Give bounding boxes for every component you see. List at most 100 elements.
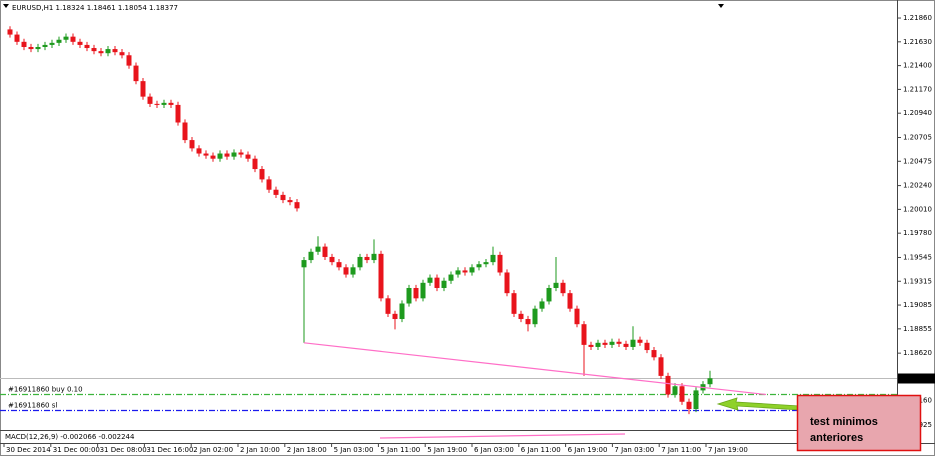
candle-body [231, 152, 237, 157]
candle-body [469, 267, 475, 273]
candle-body [301, 260, 307, 268]
candle-body [651, 350, 657, 358]
x-tick-label: 6 Jan 03:00 [474, 446, 514, 454]
y-tick-label: 1.21400 [903, 62, 932, 70]
candle-body [175, 104, 181, 123]
y-tick-label: 1.19545 [903, 253, 932, 261]
candle-body [161, 102, 167, 105]
candle-body [406, 287, 412, 304]
x-tick-label: 7 Jan 03:00 [614, 446, 654, 454]
candle-body [315, 246, 321, 252]
x-tick-label: 2 Jan 02:00 [193, 446, 233, 454]
order-level-label: #16911860 buy 0.10 [8, 386, 83, 394]
candle-body [357, 256, 363, 268]
candle-body [28, 46, 34, 50]
x-tick-label: 7 Jan 11:00 [661, 446, 701, 454]
candle-body [483, 262, 489, 265]
candle-body [693, 390, 699, 410]
x-tick-label: 6 Jan 11:00 [521, 446, 561, 454]
y-tick-label: 1.20475 [903, 157, 932, 165]
y-tick-label: 1.21860 [903, 14, 932, 22]
x-tick-label: 2 Jan 10:00 [240, 446, 280, 454]
chart-header: EURUSD,H1 1.18324 1.18461 1.18054 1.1837… [12, 4, 178, 12]
candle-body [560, 282, 566, 294]
candle-body [168, 102, 174, 105]
x-tick-label: 31 Dec 00:00 [53, 446, 100, 454]
candle-body [644, 342, 650, 351]
x-tick-label: 5 Jan 11:00 [380, 446, 420, 454]
candle-body [343, 267, 349, 275]
candle-body [14, 34, 20, 42]
candle-body [588, 344, 594, 347]
candle-body [63, 36, 69, 40]
y-tick-label: 1.21630 [903, 38, 932, 46]
indicator-label: MACD(12,26,9) -0.002066 -0.002244 [5, 433, 135, 441]
candle-body [595, 342, 601, 347]
annotation-line: anteriores [810, 432, 863, 444]
candle-body [434, 277, 440, 288]
y-tick-label: 1.20010 [903, 205, 932, 213]
candle-body [49, 42, 55, 45]
x-tick-label: 31 Dec 16:00 [146, 446, 193, 454]
candle-body [196, 148, 202, 154]
candle-body [672, 386, 678, 395]
candle-body [252, 158, 258, 170]
order-level-label: #16911860 sl [8, 402, 57, 410]
candle-body [84, 44, 90, 49]
candle-body [147, 96, 153, 104]
candle-body [329, 256, 335, 263]
candle-body [413, 287, 419, 299]
candle-body [364, 256, 370, 261]
x-tick-label: 5 Jan 03:00 [334, 446, 374, 454]
candle-body [427, 277, 433, 283]
candle-body [686, 401, 692, 410]
candle-body [224, 153, 230, 157]
candle-body [42, 44, 48, 47]
x-tick-label: 30 Dec 2014 [6, 446, 51, 454]
x-tick-label: 7 Jan 19:00 [708, 446, 748, 454]
candle-body [238, 152, 244, 155]
candle-body [539, 301, 545, 309]
candle-body [511, 293, 517, 314]
y-tick-label: 1.19780 [903, 229, 932, 237]
candle-body [399, 303, 405, 320]
candle-body [378, 253, 384, 299]
x-tick-label: 5 Jan 19:00 [427, 446, 467, 454]
candle-body [287, 200, 293, 203]
candle-body [112, 49, 118, 53]
candle-body [336, 262, 342, 268]
candle-body [490, 254, 496, 263]
annotation-box [796, 394, 922, 452]
candle-body [105, 49, 111, 54]
y-tick-label: 1.20705 [903, 133, 932, 141]
candle-body [322, 246, 328, 257]
y-tick-label: 1.21170 [903, 85, 932, 93]
candle-body [259, 169, 265, 180]
candle-body [441, 280, 447, 288]
candle-body [203, 153, 209, 156]
candle-body [609, 341, 615, 345]
y-tick-label: 1.20940 [903, 109, 932, 117]
candle-body [602, 342, 608, 345]
candle-body [476, 264, 482, 268]
candle-body [574, 308, 580, 325]
candle-body [518, 313, 524, 320]
candle-body [21, 41, 27, 47]
candle-body [630, 339, 636, 347]
candle-body [679, 386, 685, 402]
candle-body [77, 41, 83, 45]
candle-body [637, 339, 643, 343]
candle-body [567, 293, 573, 309]
y-tick-label: 1.18855 [903, 325, 932, 333]
candle-body [7, 29, 13, 35]
candle-body [217, 153, 223, 159]
indicator-line [379, 433, 626, 439]
candle-body [546, 287, 552, 302]
candle-body [119, 52, 125, 56]
window-arrow [718, 4, 724, 8]
candle-body [350, 267, 356, 275]
candle-body [140, 81, 146, 97]
candle-body [56, 39, 62, 43]
